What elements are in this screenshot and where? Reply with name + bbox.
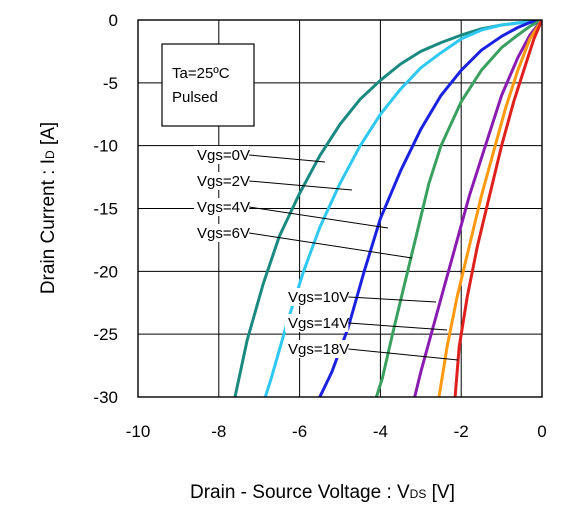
x-tick-label: -6 [292, 422, 307, 441]
annotation-line1: Ta=25ºC [172, 65, 230, 82]
series-label-leader [249, 154, 326, 163]
annotation-box: Ta=25ºC Pulsed [161, 43, 255, 127]
y-tick-label: -25 [93, 325, 118, 344]
x-tick-label: -4 [373, 422, 388, 441]
plot-frame [137, 19, 543, 398]
x-tick-label: -10 [126, 422, 151, 441]
y-tick-label: -30 [93, 388, 118, 407]
y-tick-label: -15 [93, 200, 118, 219]
series-line-5 [437, 20, 542, 397]
series-line-4 [413, 20, 542, 397]
series-label-leader [249, 206, 389, 229]
series-label-leader [348, 348, 459, 361]
series-line-6 [453, 20, 542, 397]
y-tick-label: -5 [103, 74, 118, 93]
series-label-bg [285, 314, 349, 332]
x-tick-label: 0 [537, 422, 546, 441]
frame-layer [137, 19, 543, 398]
series-label-1: Vgs=2V [197, 173, 250, 190]
x-tick-label: -8 [211, 422, 226, 441]
series-label-0: Vgs=0V [197, 147, 250, 164]
y-axis-title: Drain Current : ID [A] [38, 122, 59, 294]
series-label-leader [249, 180, 353, 191]
series-label-bg [194, 146, 250, 164]
series-label-leader [348, 322, 448, 331]
series-label-bg [194, 172, 250, 190]
series-label-bg [285, 288, 349, 306]
series-label-4: Vgs=10V [288, 289, 349, 306]
y-tick-label: 0 [109, 11, 118, 30]
series-label-5: Vgs=14V [288, 315, 349, 332]
label-layer: Vgs=0V Vgs=2V Vgs=4V Vgs=6V Vgs=10V Vgs=14V Vg… [194, 146, 459, 361]
series-line-2 [318, 20, 542, 397]
series-label-6: Vgs=18V [288, 341, 349, 358]
y-tick-label: -10 [93, 137, 118, 156]
series-label-3: Vgs=6V [197, 225, 250, 242]
tick-layer: -10 -8 -6 -4 -2 00-5-10-15-20-25-30 [93, 11, 546, 441]
annotation-line2: Pulsed [172, 89, 218, 106]
y-tick-label: -20 [93, 262, 118, 281]
series-line-3 [374, 20, 542, 397]
series-label-leader [348, 296, 437, 303]
x-tick-label: -2 [454, 422, 469, 441]
series-label-bg [194, 224, 250, 242]
x-axis-title: Drain - Source Voltage : VDS [V] [190, 482, 455, 503]
series-label-bg [285, 340, 349, 358]
series-label-leader [249, 232, 413, 259]
series-label-2: Vgs=4V [197, 199, 250, 216]
series-label-bg [194, 198, 250, 216]
